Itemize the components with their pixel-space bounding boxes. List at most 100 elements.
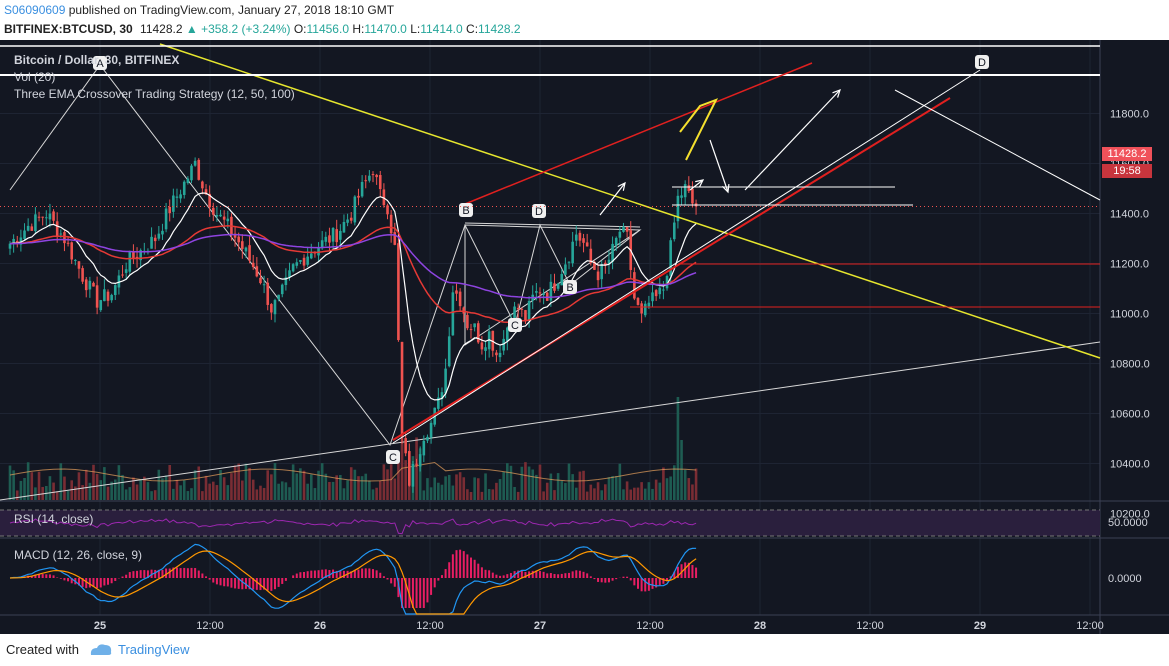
candle-body	[81, 268, 84, 282]
macd-histogram-bar	[607, 578, 610, 583]
macd-histogram-bar	[299, 572, 302, 578]
candle-body	[564, 264, 567, 275]
macd-histogram-bar	[419, 578, 422, 608]
macd-histogram-bar	[136, 570, 139, 578]
candle-body	[52, 211, 55, 221]
candle-body	[422, 440, 426, 456]
volume-bar	[404, 460, 407, 500]
candle-body	[502, 338, 505, 351]
candle-body	[309, 253, 313, 259]
volume-bar	[26, 462, 30, 500]
candle-body	[643, 303, 647, 316]
chart-svg[interactable]: A B C D B C D 10200.0 10400.0 10600.0 10800.0 1100…	[0, 40, 1169, 634]
time-tick-label: 26	[314, 620, 326, 632]
macd-histogram-bar	[321, 569, 324, 578]
tradingview-link[interactable]: TradingView	[118, 642, 190, 657]
volume-bar	[353, 469, 357, 500]
macd-histogram-bar	[538, 571, 541, 578]
macd-histogram-bar	[38, 573, 41, 578]
candle-body	[560, 273, 564, 286]
macd-legend: MACD (12, 26, close, 9)	[14, 548, 143, 562]
volume-bar	[596, 482, 600, 500]
pattern-marker-C: C	[508, 318, 522, 332]
volume-bar	[614, 476, 618, 500]
pattern-marker-label: B	[462, 205, 469, 217]
candle-body	[164, 208, 168, 230]
volume-bar	[647, 482, 651, 500]
macd-histogram-bar	[578, 570, 581, 578]
author-link[interactable]: S06090609	[4, 3, 66, 17]
pattern-marker-A: A	[93, 56, 107, 70]
macd-histogram-bar	[415, 578, 418, 608]
macd-histogram-bar	[353, 569, 356, 578]
volume-bar	[222, 477, 226, 500]
volume-bar	[531, 469, 535, 500]
candle-body	[324, 236, 328, 242]
volume-bar	[476, 478, 480, 500]
candle-body	[124, 269, 128, 273]
candle-body	[128, 251, 132, 272]
volume-bar	[186, 491, 190, 500]
candle-body	[219, 214, 222, 217]
pattern-marker-B: B	[563, 280, 577, 294]
macd-histogram-bar	[662, 578, 665, 584]
macd-histogram-bar	[451, 554, 454, 578]
macd-histogram-bar	[252, 578, 255, 590]
macd-histogram-bar	[491, 572, 494, 578]
macd-histogram-bar	[114, 578, 117, 581]
volume-bar	[30, 472, 34, 500]
candle-body	[12, 238, 15, 245]
macd-histogram-bar	[273, 578, 276, 590]
macd-histogram-bar	[34, 574, 37, 578]
volume-bar	[211, 481, 215, 500]
macd-tick-label: 0.0000	[1108, 573, 1142, 585]
macd-histogram-bar	[81, 578, 84, 587]
candle-body	[524, 310, 527, 322]
volume-bar	[542, 491, 545, 500]
volume-bar	[244, 463, 248, 500]
candle-body	[484, 347, 487, 351]
candle-body	[498, 352, 502, 358]
volume-bar	[251, 479, 255, 500]
volume-legend: Vol (20)	[14, 70, 56, 84]
macd-histogram-bar	[636, 578, 639, 589]
volume-bar	[564, 483, 567, 500]
macd-histogram-bar	[190, 567, 193, 578]
candle-body	[397, 243, 400, 341]
volume-bar	[291, 464, 295, 500]
candle-body	[117, 275, 121, 288]
candle-body	[389, 214, 393, 234]
macd-histogram-bar	[480, 567, 483, 578]
candle-body	[295, 262, 299, 266]
pattern-marker-label: D	[978, 57, 986, 69]
macd-histogram-bar	[546, 573, 549, 578]
macd-histogram-bar	[230, 578, 233, 588]
macd-histogram-bar	[640, 578, 643, 592]
time-tick-label: 12:00	[1076, 620, 1104, 632]
candle-body	[640, 303, 643, 314]
volume-bar	[8, 465, 12, 500]
volume-bar	[19, 480, 23, 500]
volume-bar	[444, 476, 447, 500]
candle-body	[538, 292, 542, 294]
candle-body	[658, 287, 662, 295]
created-with-text: Created with	[6, 642, 79, 657]
volume-bar	[113, 479, 117, 500]
volume-bar	[386, 469, 389, 500]
candle-body	[415, 463, 418, 465]
volume-bar	[549, 473, 553, 500]
volume-bar	[629, 489, 633, 500]
volume-bar	[331, 481, 335, 500]
volume-bar	[593, 488, 596, 500]
time-tick-label: 28	[754, 620, 766, 632]
macd-histogram-bar	[317, 570, 320, 578]
price-tick-label: 11400.0	[1110, 209, 1149, 221]
candle-body	[266, 282, 270, 305]
tradingview-logo-icon	[88, 642, 114, 661]
macd-histogram-bar	[626, 576, 629, 578]
macd-histogram-bar	[88, 578, 91, 588]
current-price-tag: 11428.2	[1102, 147, 1152, 161]
candle-body	[633, 272, 636, 299]
volume-bar	[538, 464, 542, 500]
price-tick-label: 10200.0	[1110, 509, 1150, 521]
